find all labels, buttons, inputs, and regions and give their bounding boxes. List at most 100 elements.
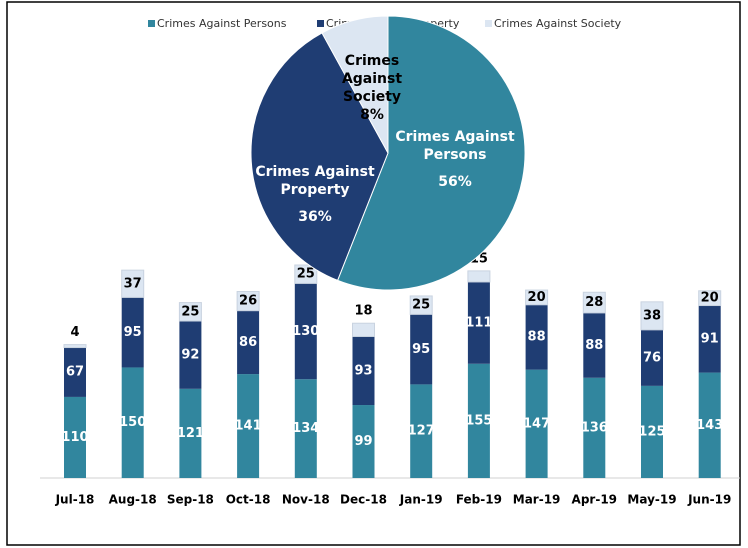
pie-slice (321, 15, 389, 154)
bar-segment (641, 385, 663, 478)
data-label: 95 (412, 342, 430, 357)
legend-label: Crimes Against Society (494, 17, 622, 30)
pie-slice (250, 32, 389, 282)
bar-segment (640, 301, 664, 331)
bar-segment (179, 388, 202, 478)
data-label: 67 (66, 365, 84, 380)
bar-segment (352, 405, 375, 478)
data-label: 20 (528, 290, 546, 305)
x-tick-label: Jan-19 (399, 493, 443, 507)
bar-segment (294, 264, 318, 284)
bar-segment (525, 304, 548, 370)
x-tick-label: Oct-18 (226, 493, 271, 507)
bar-segment (121, 367, 144, 478)
data-label: 25 (181, 304, 199, 319)
data-label: 25 (297, 267, 315, 282)
data-label: 76 (643, 350, 661, 365)
bar-segment (467, 270, 491, 283)
legend-swatch (317, 20, 324, 27)
legend-label: Crimes Against Persons (157, 17, 287, 30)
bar-segment (179, 321, 202, 389)
data-label: 28 (585, 295, 603, 310)
bar-segment (63, 344, 87, 349)
x-tick-label: Jul-18 (55, 493, 95, 507)
data-label: 88 (528, 330, 546, 345)
data-label: 93 (354, 363, 372, 378)
pie-label: Crimes Against Society (341, 53, 403, 105)
data-label: 130 (292, 324, 319, 339)
data-label: 134 (292, 421, 319, 436)
data-label: 37 (124, 276, 142, 291)
bar-segment (352, 322, 375, 337)
data-label: 155 (465, 413, 492, 428)
bar-segment (583, 312, 606, 378)
bar-segment (525, 289, 549, 306)
x-tick-label: Dec-18 (340, 493, 387, 507)
bar-segment (237, 374, 260, 478)
data-label: 147 (523, 416, 550, 431)
data-label: 121 (177, 426, 204, 441)
bar-segment (641, 329, 663, 386)
data-label: 86 (239, 335, 257, 350)
data-label: 127 (408, 424, 435, 439)
data-label: 99 (354, 434, 372, 449)
data-label: 38 (643, 308, 661, 323)
bar-segment (236, 291, 260, 312)
frame (6, 1, 741, 546)
bar-segment (294, 379, 317, 478)
data-label: 95 (124, 325, 142, 340)
pie-label: Crimes Against Persons (395, 129, 515, 163)
bar-segment (237, 310, 260, 375)
data-label: 4 (70, 325, 79, 340)
data-label: 143 (696, 418, 723, 433)
data-label: 92 (181, 347, 199, 362)
x-tick-label: Sep-18 (167, 493, 214, 507)
bar-segment (467, 281, 490, 364)
bar-segment (583, 377, 606, 478)
x-tick-label: Mar-19 (513, 493, 561, 507)
bar-segment (178, 302, 202, 322)
bar-segment (121, 297, 144, 368)
bar-segment (582, 291, 606, 314)
data-label: 20 (701, 291, 719, 306)
bar-segment (294, 283, 317, 380)
legend-swatch (485, 20, 492, 27)
bar-segment (64, 396, 86, 478)
bar-segment (121, 269, 145, 298)
x-tick-label: May-19 (627, 493, 676, 507)
pie-label: Crimes Against Property (255, 164, 375, 198)
data-label: 88 (585, 338, 603, 353)
x-tick-label: Apr-19 (572, 493, 617, 507)
bar-segment (698, 305, 721, 373)
data-label: 25 (412, 298, 430, 313)
x-tick-label: Nov-18 (282, 493, 330, 507)
legend-swatch (148, 20, 155, 27)
data-label: 136 (581, 420, 608, 435)
data-label: 26 (239, 294, 257, 309)
bar-segment (698, 290, 722, 307)
bar-segment (525, 369, 548, 478)
bar-segment (409, 295, 433, 315)
data-label: 110 (61, 430, 88, 445)
bar-segment (467, 363, 490, 478)
pie-slice (336, 15, 526, 291)
x-tick-label: Jun-19 (687, 493, 731, 507)
data-label: 150 (119, 415, 146, 430)
bar-segment (410, 314, 433, 385)
data-label: 141 (235, 419, 262, 434)
x-tick-label: Aug-18 (109, 493, 157, 507)
data-label: 125 (638, 424, 665, 439)
bar-segment (698, 372, 721, 478)
data-label: 111 (465, 315, 492, 330)
pie-value-label: 56% (438, 174, 472, 190)
bar-segment (64, 347, 86, 397)
x-tick-label: Feb-19 (456, 493, 502, 507)
pie-value-label: 36% (298, 209, 332, 225)
bar-segment (352, 336, 375, 406)
data-label: 91 (701, 332, 719, 347)
bar-segment (410, 384, 433, 478)
data-label: 18 (354, 304, 372, 319)
pie-value-label: 8% (360, 107, 384, 123)
